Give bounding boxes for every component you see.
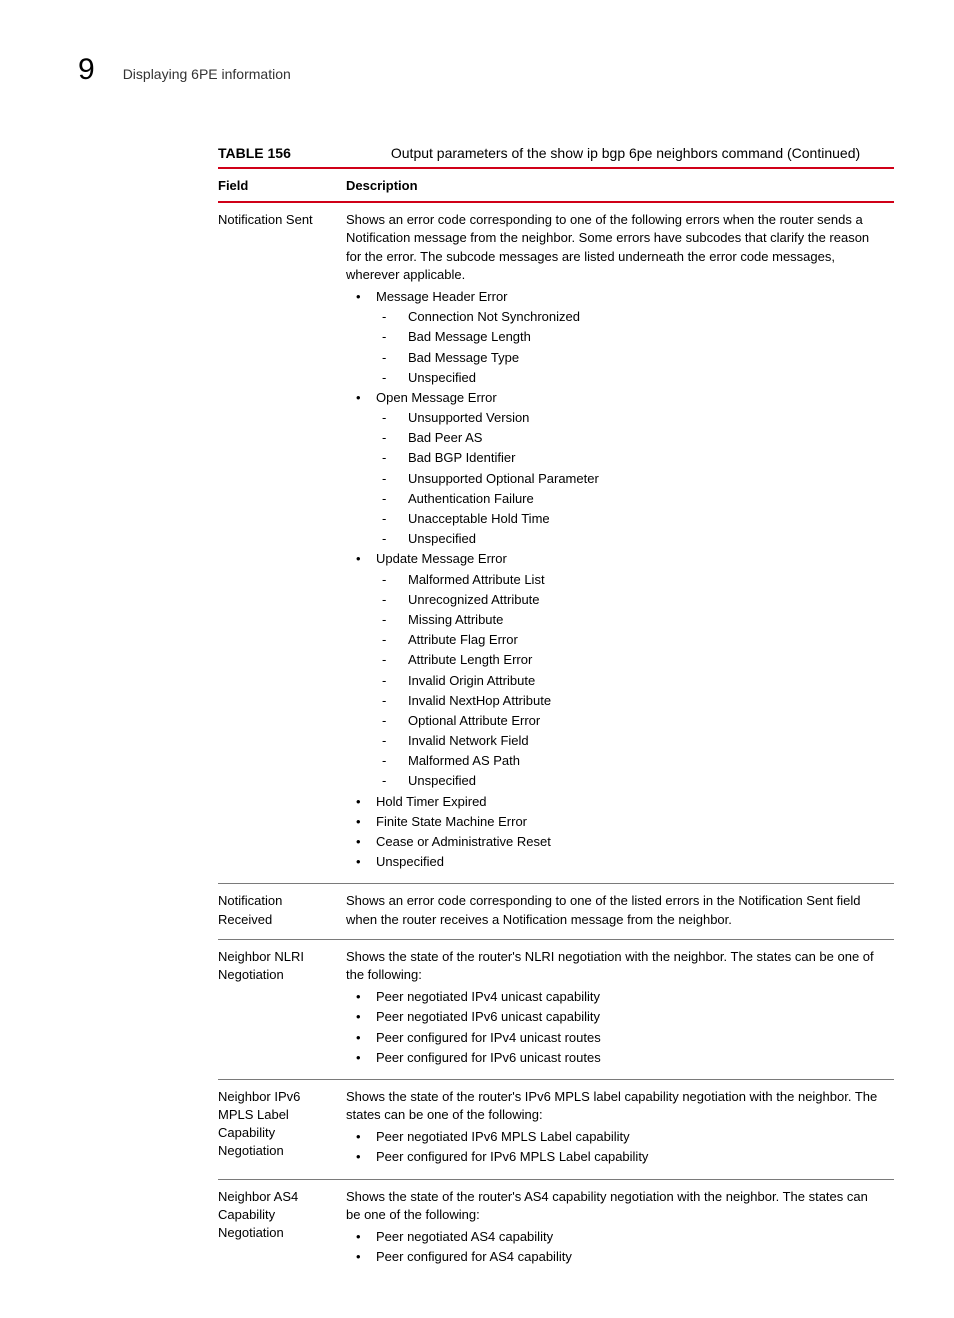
bullet-list: Message Header Error Connection Not Synch…: [346, 288, 884, 871]
dash-item: Unacceptable Hold Time: [376, 510, 884, 528]
field-cell: Notification Sent: [218, 202, 346, 884]
dash-item: Malformed Attribute List: [376, 571, 884, 589]
bullet-item: Peer configured for AS4 capability: [346, 1248, 884, 1266]
description-cell: Shows an error code corresponding to one…: [346, 202, 894, 884]
bullet-item: Unspecified: [346, 853, 884, 871]
chapter-number: 9: [78, 55, 95, 85]
dash-item: Unsupported Optional Parameter: [376, 470, 884, 488]
table-row: Neighbor NLRI NegotiationShows the state…: [218, 939, 894, 1079]
bullet-text: Finite State Machine Error: [376, 814, 527, 829]
table-row: Notification ReceivedShows an error code…: [218, 884, 894, 939]
bullet-item: Peer negotiated AS4 capability: [346, 1228, 884, 1246]
bullet-text: Peer negotiated IPv6 unicast capability: [376, 1009, 600, 1024]
bullet-item: Peer negotiated IPv6 MPLS Label capabili…: [346, 1128, 884, 1146]
bullet-item: Peer configured for IPv6 MPLS Label capa…: [346, 1148, 884, 1166]
section-title: Displaying 6PE information: [123, 66, 291, 82]
dash-item: Invalid NextHop Attribute: [376, 692, 884, 710]
dash-item: Unspecified: [376, 772, 884, 790]
bullet-list: Peer negotiated IPv6 MPLS Label capabili…: [346, 1128, 884, 1166]
bullet-text: Peer configured for IPv6 unicast routes: [376, 1050, 601, 1065]
description-intro: Shows an error code corresponding to one…: [346, 211, 884, 284]
dash-item: Connection Not Synchronized: [376, 308, 884, 326]
dash-item: Bad Message Type: [376, 349, 884, 367]
dash-item: Unspecified: [376, 369, 884, 387]
field-cell: Neighbor AS4 Capability Negotiation: [218, 1179, 346, 1278]
bullet-text: Peer negotiated IPv6 MPLS Label capabili…: [376, 1129, 630, 1144]
dash-item: Optional Attribute Error: [376, 712, 884, 730]
field-cell: Notification Received: [218, 884, 346, 939]
field-cell: Neighbor IPv6 MPLS Label Capability Nego…: [218, 1079, 346, 1179]
dash-item: Missing Attribute: [376, 611, 884, 629]
bullet-item: Finite State Machine Error: [346, 813, 884, 831]
dash-item: Bad BGP Identifier: [376, 449, 884, 467]
table-body: Notification SentShows an error code cor…: [218, 202, 894, 1278]
dash-item: Bad Peer AS: [376, 429, 884, 447]
bullet-list: Peer negotiated IPv4 unicast capability P…: [346, 988, 884, 1067]
description-cell: Shows an error code corresponding to one…: [346, 884, 894, 939]
bullet-item: Hold Timer Expired: [346, 793, 884, 811]
dash-item: Bad Message Length: [376, 328, 884, 346]
dash-item: Unspecified: [376, 530, 884, 548]
dash-item: Invalid Origin Attribute: [376, 672, 884, 690]
bullet-item: Peer configured for IPv6 unicast routes: [346, 1049, 884, 1067]
bullet-text: Peer configured for IPv6 MPLS Label capa…: [376, 1149, 648, 1164]
description-intro: Shows the state of the router's NLRI neg…: [346, 948, 884, 984]
dash-item: Malformed AS Path: [376, 752, 884, 770]
bullet-item: Peer negotiated IPv6 unicast capability: [346, 1008, 884, 1026]
description-intro: Shows the state of the router's IPv6 MPL…: [346, 1088, 884, 1124]
page-header: 9 Displaying 6PE information: [78, 55, 894, 85]
table-title: Output parameters of the show ip bgp 6pe…: [391, 145, 860, 161]
bullet-text: Peer configured for AS4 capability: [376, 1249, 572, 1264]
field-cell: Neighbor NLRI Negotiation: [218, 939, 346, 1079]
dash-item: Unrecognized Attribute: [376, 591, 884, 609]
page: 9 Displaying 6PE information TABLE 156 O…: [0, 0, 954, 1318]
bullet-item: Message Header Error Connection Not Synch…: [346, 288, 884, 387]
bullet-text: Open Message Error: [376, 390, 497, 405]
dash-item: Attribute Length Error: [376, 651, 884, 669]
bullet-list: Peer negotiated AS4 capability Peer confi…: [346, 1228, 884, 1266]
description-intro: Shows the state of the router's AS4 capa…: [346, 1188, 884, 1224]
dash-list: Malformed Attribute List Unrecognized Att…: [376, 571, 884, 791]
description-cell: Shows the state of the router's AS4 capa…: [346, 1179, 894, 1278]
table-caption: TABLE 156 Output parameters of the show …: [218, 145, 894, 169]
description-intro: Shows an error code corresponding to one…: [346, 892, 884, 928]
bullet-text: Peer negotiated IPv4 unicast capability: [376, 989, 600, 1004]
bullet-text: Message Header Error: [376, 289, 508, 304]
bullet-text: Cease or Administrative Reset: [376, 834, 551, 849]
bullet-text: Update Message Error: [376, 551, 507, 566]
dash-item: Authentication Failure: [376, 490, 884, 508]
col-header-field: Field: [218, 169, 346, 202]
description-cell: Shows the state of the router's IPv6 MPL…: [346, 1079, 894, 1179]
dash-item: Attribute Flag Error: [376, 631, 884, 649]
bullet-text: Unspecified: [376, 854, 444, 869]
bullet-item: Peer configured for IPv4 unicast routes: [346, 1029, 884, 1047]
dash-list: Unsupported Version Bad Peer AS Bad BGP Id…: [376, 409, 884, 548]
table-container: TABLE 156 Output parameters of the show …: [218, 145, 894, 1278]
table-row: Notification SentShows an error code cor…: [218, 202, 894, 884]
bullet-item: Update Message Error Malformed Attribute …: [346, 550, 884, 790]
description-cell: Shows the state of the router's NLRI neg…: [346, 939, 894, 1079]
bullet-item: Cease or Administrative Reset: [346, 833, 884, 851]
parameters-table: Field Description Notification SentShows…: [218, 169, 894, 1278]
dash-list: Connection Not Synchronized Bad Message L…: [376, 308, 884, 387]
bullet-text: Peer configured for IPv4 unicast routes: [376, 1030, 601, 1045]
bullet-text: Hold Timer Expired: [376, 794, 487, 809]
table-row: Neighbor AS4 Capability NegotiationShows…: [218, 1179, 894, 1278]
bullet-item: Peer negotiated IPv4 unicast capability: [346, 988, 884, 1006]
dash-item: Unsupported Version: [376, 409, 884, 427]
dash-item: Invalid Network Field: [376, 732, 884, 750]
col-header-description: Description: [346, 169, 894, 202]
table-row: Neighbor IPv6 MPLS Label Capability Nego…: [218, 1079, 894, 1179]
bullet-text: Peer negotiated AS4 capability: [376, 1229, 553, 1244]
table-label: TABLE 156: [218, 145, 291, 161]
bullet-item: Open Message Error Unsupported Version Bad…: [346, 389, 884, 549]
